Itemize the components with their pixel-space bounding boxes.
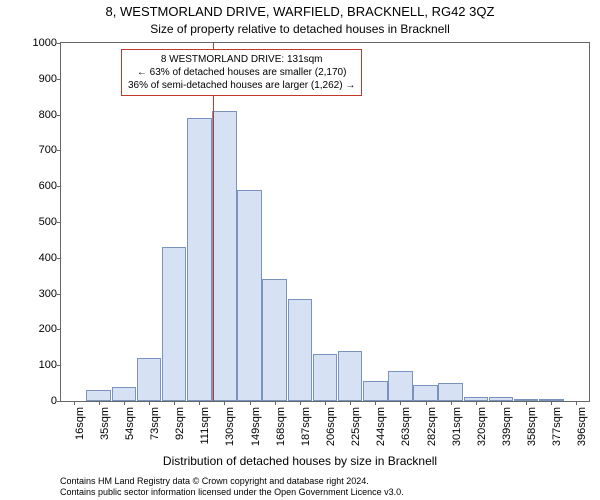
- x-tick-label: 92sqm: [174, 407, 186, 440]
- x-tick-mark: [99, 401, 100, 405]
- x-tick-mark: [400, 401, 401, 405]
- x-tick-label: 396sqm: [576, 407, 588, 446]
- x-tick-mark: [325, 401, 326, 405]
- histogram-bar: [112, 387, 137, 401]
- histogram-bar: [187, 118, 212, 401]
- y-tick-mark: [57, 150, 61, 151]
- y-tick-mark: [57, 329, 61, 330]
- chart-subtitle: Size of property relative to detached ho…: [0, 22, 600, 36]
- x-tick-mark: [476, 401, 477, 405]
- y-tick-mark: [57, 365, 61, 366]
- y-tick-mark: [57, 401, 61, 402]
- x-tick-mark: [551, 401, 552, 405]
- y-tick-mark: [57, 258, 61, 259]
- histogram-bar: [288, 299, 313, 401]
- x-tick-mark: [526, 401, 527, 405]
- y-tick-label: 600: [39, 180, 57, 192]
- histogram-bar: [388, 371, 413, 401]
- histogram-bar: [338, 351, 363, 401]
- y-tick-mark: [57, 79, 61, 80]
- x-tick-label: 16sqm: [74, 407, 86, 440]
- x-tick-label: 206sqm: [325, 407, 337, 446]
- y-tick-label: 500: [39, 216, 57, 228]
- annotation-line2: ← 63% of detached houses are smaller (2,…: [128, 66, 355, 79]
- x-tick-label: 54sqm: [124, 407, 136, 440]
- x-tick-label: 244sqm: [375, 407, 387, 446]
- x-tick-mark: [199, 401, 200, 405]
- histogram-bar: [86, 390, 111, 401]
- y-tick-label: 400: [39, 252, 57, 264]
- x-tick-label: 358sqm: [526, 407, 538, 446]
- y-tick-label: 300: [39, 288, 57, 300]
- x-tick-label: 339sqm: [501, 407, 513, 446]
- x-tick-label: 187sqm: [300, 407, 312, 446]
- histogram-bar: [137, 358, 162, 401]
- histogram-bar: [363, 381, 388, 401]
- x-tick-label: 73sqm: [149, 407, 161, 440]
- x-tick-mark: [74, 401, 75, 405]
- x-tick-label: 301sqm: [451, 407, 463, 446]
- x-tick-label: 377sqm: [551, 407, 563, 446]
- x-tick-mark: [250, 401, 251, 405]
- y-tick-mark: [57, 186, 61, 187]
- x-tick-mark: [124, 401, 125, 405]
- x-tick-label: 130sqm: [224, 407, 236, 446]
- footer-line-2: Contains public sector information licen…: [60, 487, 590, 498]
- y-tick-mark: [57, 294, 61, 295]
- x-tick-label: 225sqm: [350, 407, 362, 446]
- x-tick-label: 168sqm: [275, 407, 287, 446]
- footer-attribution: Contains HM Land Registry data © Crown c…: [60, 476, 590, 498]
- x-axis-label: Distribution of detached houses by size …: [0, 454, 600, 468]
- y-tick-label: 800: [39, 109, 57, 121]
- x-tick-label: 282sqm: [426, 407, 438, 446]
- y-tick-label: 900: [39, 73, 57, 85]
- x-tick-mark: [300, 401, 301, 405]
- x-tick-label: 149sqm: [250, 407, 262, 446]
- histogram-bar: [237, 190, 262, 401]
- annotation-line3: 36% of semi-detached houses are larger (…: [128, 79, 355, 92]
- plot-area: 0100200300400500600700800900100016sqm35s…: [60, 42, 590, 402]
- histogram-bar: [212, 111, 237, 401]
- x-tick-mark: [576, 401, 577, 405]
- x-tick-mark: [350, 401, 351, 405]
- histogram-bar: [262, 279, 287, 401]
- x-tick-mark: [149, 401, 150, 405]
- x-tick-label: 111sqm: [199, 407, 211, 445]
- y-tick-mark: [57, 222, 61, 223]
- chart-container: 8, WESTMORLAND DRIVE, WARFIELD, BRACKNEL…: [0, 0, 600, 500]
- x-tick-label: 320sqm: [476, 407, 488, 446]
- x-tick-mark: [375, 401, 376, 405]
- annotation-line1: 8 WESTMORLAND DRIVE: 131sqm: [128, 53, 355, 66]
- histogram-bar: [162, 247, 187, 401]
- reference-line: [213, 43, 214, 401]
- x-tick-mark: [174, 401, 175, 405]
- x-tick-label: 35sqm: [99, 407, 111, 440]
- y-tick-label: 700: [39, 144, 57, 156]
- chart-title: 8, WESTMORLAND DRIVE, WARFIELD, BRACKNEL…: [0, 4, 600, 19]
- histogram-bar: [313, 354, 338, 401]
- annotation-box: 8 WESTMORLAND DRIVE: 131sqm← 63% of deta…: [121, 49, 362, 96]
- y-tick-label: 100: [39, 359, 57, 371]
- x-tick-label: 263sqm: [400, 407, 412, 446]
- histogram-bar: [413, 385, 438, 401]
- x-tick-mark: [426, 401, 427, 405]
- x-tick-mark: [451, 401, 452, 405]
- x-tick-mark: [275, 401, 276, 405]
- y-tick-label: 1000: [33, 37, 57, 49]
- footer-line-1: Contains HM Land Registry data © Crown c…: [60, 476, 590, 487]
- x-tick-mark: [501, 401, 502, 405]
- y-tick-mark: [57, 43, 61, 44]
- histogram-bar: [438, 383, 463, 401]
- y-tick-label: 200: [39, 323, 57, 335]
- y-tick-mark: [57, 115, 61, 116]
- x-tick-mark: [224, 401, 225, 405]
